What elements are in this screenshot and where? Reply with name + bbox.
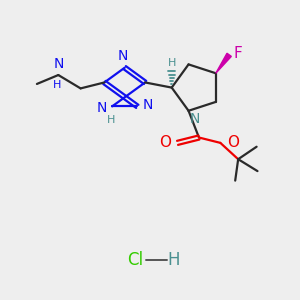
Text: H: H [52,80,61,90]
Text: N: N [143,98,153,112]
Text: O: O [227,135,239,150]
Text: H: H [168,58,176,68]
Text: H: H [167,251,180,269]
Text: Cl: Cl [127,251,143,269]
Text: N: N [190,112,200,126]
Text: H: H [106,115,115,125]
Text: N: N [96,101,107,115]
Text: F: F [234,46,242,61]
Text: N: N [118,49,128,63]
Text: N: N [54,58,64,71]
Text: O: O [159,135,171,150]
Polygon shape [216,53,231,73]
